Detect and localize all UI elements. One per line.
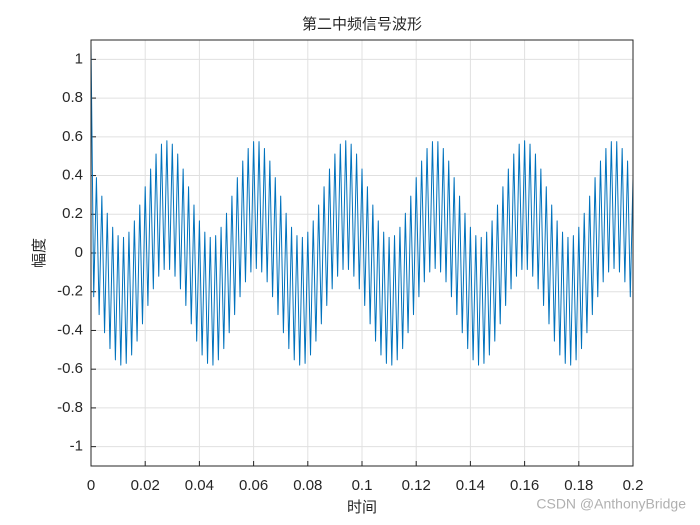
x-tick-label: 0.02 [131,477,160,494]
chart-title: 第二中频信号波形 [302,15,422,33]
x-tick-label: 0.14 [456,477,485,494]
signal-line [90,43,634,366]
y-tick-label: -0.2 [57,283,83,300]
y-tick-label: 0 [75,244,83,261]
y-tick-label: -0.6 [57,360,83,377]
y-tick-label: 0.6 [62,128,83,145]
x-tick-label: 0.18 [564,477,593,494]
x-tick-label: 0.06 [239,477,268,494]
y-tick-label: 0.2 [62,205,83,222]
plot-border [90,39,634,467]
x-tick-label: 0.08 [293,477,322,494]
x-tick-label: 0.1 [352,477,373,494]
y-tick-label: 0.4 [62,167,83,184]
x-tick-label: 0.12 [402,477,431,494]
y-tick-label: -0.4 [57,321,83,338]
x-tick-label: 0 [87,477,95,494]
x-tick-label: 0.04 [185,477,214,494]
y-tick-label: -1 [70,438,83,455]
y-tick-label: -0.8 [57,399,83,416]
x-tick-label: 0.2 [623,477,644,494]
watermark: CSDN @AnthonyBridge [536,496,686,512]
y-axis-label: 幅度 [30,238,48,268]
x-tick-label: 0.16 [510,477,539,494]
y-tick-label: 0.8 [62,89,83,106]
y-tick-label: 1 [75,50,83,67]
x-axis-label: 时间 [347,498,377,516]
